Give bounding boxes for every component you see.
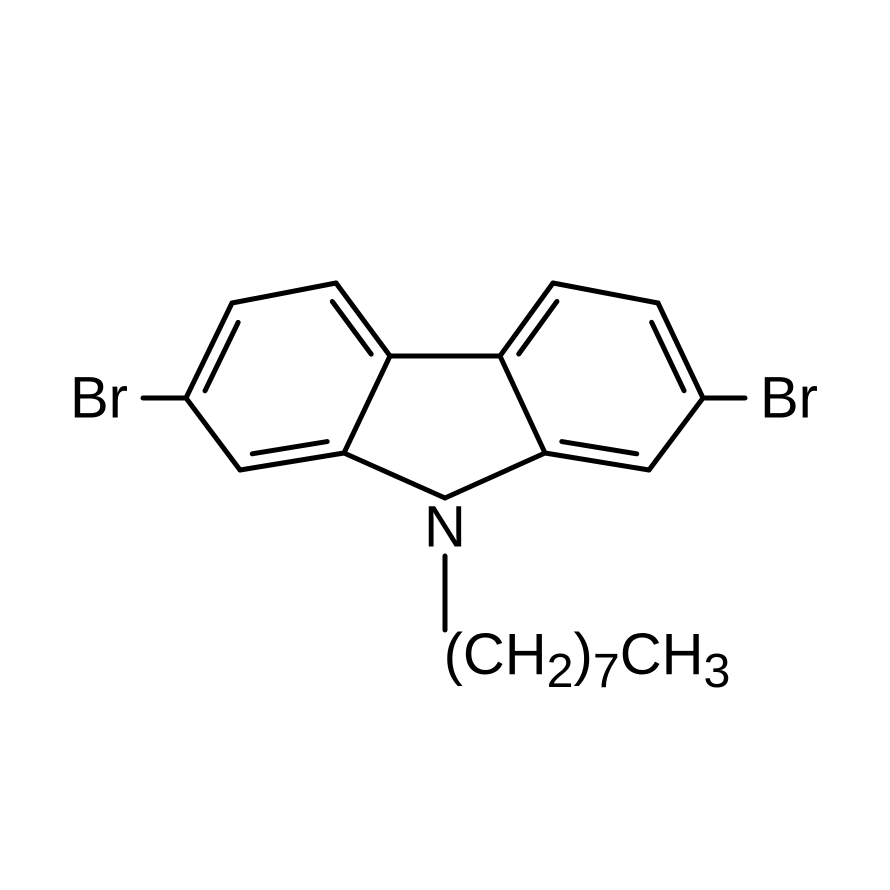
atom-br-right: Br bbox=[760, 365, 818, 432]
alkyl-chain-label: (CH2)7CH3 bbox=[444, 621, 731, 699]
atom-nitrogen: N bbox=[424, 494, 466, 561]
bond-layer bbox=[0, 0, 890, 890]
chemical-structure-canvas: Br Br N (CH2)7CH3 bbox=[0, 0, 890, 890]
atom-br-left: Br bbox=[70, 365, 128, 432]
